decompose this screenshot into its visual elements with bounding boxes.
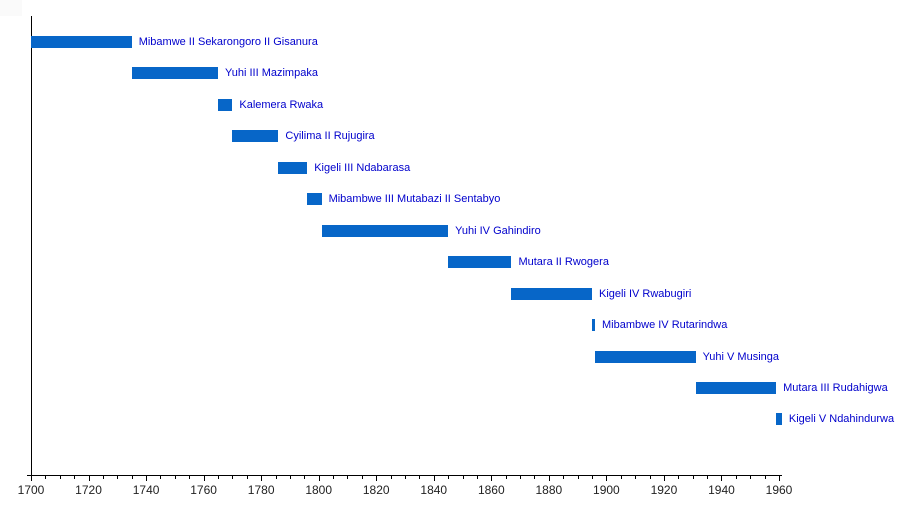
x-axis-tick-label: 1880 (535, 483, 563, 497)
x-axis-minor-tick (419, 475, 420, 479)
timeline-bar-label: Yuhi III Mazimpaka (225, 67, 318, 80)
timeline-bar (31, 36, 132, 48)
x-axis-major-tick (779, 475, 780, 481)
x-axis-minor-tick (362, 475, 363, 479)
timeline-bar (232, 130, 279, 143)
x-axis-minor-tick (621, 475, 622, 479)
x-axis-minor-tick (448, 475, 449, 479)
timeline-bar (448, 256, 512, 269)
x-axis-major-tick (146, 475, 147, 481)
x-axis-minor-tick (707, 475, 708, 479)
x-axis-tick-label: 1940 (708, 483, 735, 497)
x-axis-minor-tick (578, 475, 579, 479)
x-axis-minor-tick (160, 475, 161, 479)
x-axis-minor-tick (347, 475, 348, 479)
x-axis-major-tick (31, 475, 32, 481)
x-axis-minor-tick (333, 475, 334, 479)
x-axis-minor-tick (117, 475, 118, 479)
x-axis-minor-tick (218, 475, 219, 479)
x-axis-minor-tick (60, 475, 61, 479)
x-axis-major-tick (606, 475, 607, 481)
timeline-bar (321, 224, 449, 237)
timeline-bar (776, 413, 782, 426)
x-axis-minor-tick (463, 475, 464, 479)
x-axis-minor-tick (477, 475, 478, 479)
x-axis-major-tick (204, 475, 205, 481)
timeline-bar-label: Yuhi IV Gahindiro (455, 224, 541, 237)
x-axis-tick-label: 1920 (650, 483, 678, 497)
timeline-bar-label: Cyilima II Rujugira (285, 130, 375, 143)
x-axis-tick-label: 1780 (247, 483, 275, 497)
x-axis-minor-tick (405, 475, 406, 479)
x-axis-minor-tick (175, 475, 176, 479)
x-axis-minor-tick (189, 475, 190, 479)
timeline-bar (307, 193, 322, 206)
x-axis-major-tick (434, 475, 435, 481)
x-axis-tick-label: 1720 (75, 483, 102, 497)
x-axis-minor-tick (74, 475, 75, 479)
x-axis-minor-tick (247, 475, 248, 479)
x-axis-tick-label: 1740 (132, 483, 160, 497)
timeline-bar-label: Kalemera Rwaka (239, 98, 324, 111)
x-axis-minor-tick (678, 475, 679, 479)
timeline-bar-label: Mutara II Rwogera (518, 256, 609, 269)
x-axis-major-tick (549, 475, 550, 481)
x-axis-minor-tick (563, 475, 564, 479)
timeline-bar-label: Mibambwe IV Rutarindwa (602, 319, 728, 332)
x-axis-minor-tick (304, 475, 305, 479)
x-axis-major-tick (319, 475, 320, 481)
timeline-bar (594, 350, 696, 363)
x-axis-tick-label: 1840 (420, 483, 448, 497)
x-axis-minor-tick (103, 475, 104, 479)
x-axis-tick-label: 1760 (190, 483, 217, 497)
x-axis-tick-label: 1860 (477, 483, 505, 497)
x-axis-tick-label: 1900 (593, 483, 620, 497)
timeline-bar-label: Mibamwe II Sekarongoro II Gisanura (138, 36, 318, 48)
corner-artifact (0, 0, 22, 16)
x-axis-tick-label: 1820 (362, 483, 390, 497)
timeline-bar (131, 67, 218, 80)
x-axis-minor-tick (520, 475, 521, 479)
x-axis-minor-tick (276, 475, 277, 479)
x-axis-minor-tick (290, 475, 291, 479)
x-axis-minor-tick (506, 475, 507, 479)
timeline-bar-label: Mibambwe III Mutabazi II Sentabyo (328, 193, 501, 206)
timeline-bar-label: Yuhi V Musinga (702, 350, 780, 363)
x-axis-minor-tick (750, 475, 751, 479)
x-axis-major-tick (721, 475, 722, 481)
x-axis-tick-label: 1700 (17, 483, 45, 497)
x-axis-minor-tick (736, 475, 737, 479)
x-axis-minor-tick (592, 475, 593, 479)
timeline-bar (278, 161, 308, 174)
x-axis-tick-label: 1800 (305, 483, 333, 497)
timeline-bar-label: Mutara III Rudahigwa (783, 381, 888, 394)
y-axis-line (31, 16, 32, 475)
x-axis-major-tick (89, 475, 90, 481)
x-axis-minor-tick (693, 475, 694, 479)
timeline-bar (592, 319, 595, 332)
x-axis-minor-tick (765, 475, 766, 479)
x-axis-minor-tick (534, 475, 535, 479)
x-axis-minor-tick (232, 475, 233, 479)
timeline-bar-label: Kigeli IV Rwabugiri (599, 287, 692, 300)
x-axis-major-tick (491, 475, 492, 481)
x-axis-minor-tick (650, 475, 651, 479)
x-axis-minor-tick (635, 475, 636, 479)
x-axis-major-tick (261, 475, 262, 481)
x-axis-tick-label: 1960 (765, 483, 793, 497)
timeline-bar (218, 98, 233, 111)
x-axis-minor-tick (45, 475, 46, 479)
timeline-bar (511, 287, 592, 300)
timeline-bar-label: Kigeli V Ndahindurwa (788, 413, 895, 426)
x-axis-minor-tick (132, 475, 133, 479)
x-axis-line (27, 475, 782, 476)
timeline-bar (695, 381, 777, 394)
timeline-bar-label: Kigeli III Ndabarasa (314, 161, 411, 174)
x-axis-major-tick (376, 475, 377, 481)
x-axis-major-tick (664, 475, 665, 481)
x-axis-minor-tick (391, 475, 392, 479)
